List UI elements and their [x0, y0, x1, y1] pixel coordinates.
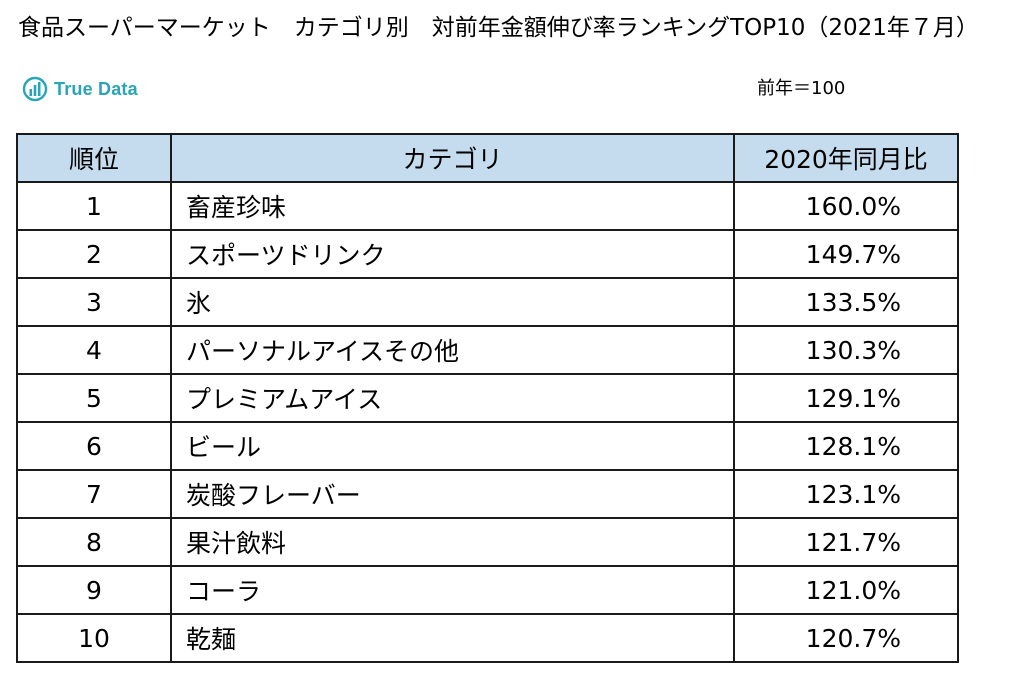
column-header-ratio: 2020年同月比 [733, 133, 959, 183]
true-data-logo: True Data [22, 76, 138, 102]
rank-cell: 6 [16, 421, 172, 471]
table-row: 5 プレミアムアイス 129.1% [16, 373, 959, 423]
ratio-cell: 120.7% [733, 613, 959, 663]
rank-cell: 3 [16, 277, 172, 327]
rank-cell: 9 [16, 565, 172, 615]
category-cell: コーラ [170, 565, 735, 615]
category-cell: 果汁飲料 [170, 517, 735, 567]
ratio-cell: 123.1% [733, 469, 959, 519]
category-cell: パーソナルアイスその他 [170, 325, 735, 375]
table-row: 8 果汁飲料 121.7% [16, 517, 959, 567]
ratio-cell: 133.5% [733, 277, 959, 327]
rank-cell: 1 [16, 181, 172, 231]
column-header-rank: 順位 [16, 133, 172, 183]
table-row: 1 畜産珍味 160.0% [16, 181, 959, 231]
category-cell: プレミアムアイス [170, 373, 735, 423]
category-cell: ビール [170, 421, 735, 471]
category-cell: 乾麺 [170, 613, 735, 663]
ratio-cell: 130.3% [733, 325, 959, 375]
ratio-cell: 121.7% [733, 517, 959, 567]
rank-cell: 10 [16, 613, 172, 663]
table-row: 6 ビール 128.1% [16, 421, 959, 471]
rank-cell: 4 [16, 325, 172, 375]
ratio-cell: 149.7% [733, 229, 959, 279]
bar-chart-circle-icon [22, 76, 48, 102]
ratio-cell: 121.0% [733, 565, 959, 615]
logo-text: True Data [54, 78, 138, 99]
category-cell: スポーツドリンク [170, 229, 735, 279]
table-header-row: 順位 カテゴリ 2020年同月比 [16, 133, 959, 183]
rank-cell: 5 [16, 373, 172, 423]
ratio-cell: 128.1% [733, 421, 959, 471]
category-cell: 炭酸フレーバー [170, 469, 735, 519]
table-row: 10 乾麺 120.7% [16, 613, 959, 663]
table-row: 4 パーソナルアイスその他 130.3% [16, 325, 959, 375]
category-cell: 氷 [170, 277, 735, 327]
table-row: 9 コーラ 121.0% [16, 565, 959, 615]
ranking-table: 順位 カテゴリ 2020年同月比 1 畜産珍味 160.0% 2 スポーツドリン… [16, 133, 959, 663]
page-title: 食品スーパーマーケット カテゴリ別 対前年金額伸び率ランキングTOP10（202… [18, 15, 979, 41]
rank-cell: 2 [16, 229, 172, 279]
table-row: 7 炭酸フレーバー 123.1% [16, 469, 959, 519]
rank-cell: 8 [16, 517, 172, 567]
ratio-cell: 129.1% [733, 373, 959, 423]
rank-cell: 7 [16, 469, 172, 519]
column-header-category: カテゴリ [170, 133, 735, 183]
base-note: 前年＝100 [757, 78, 846, 99]
table-row: 3 氷 133.5% [16, 277, 959, 327]
ratio-cell: 160.0% [733, 181, 959, 231]
category-cell: 畜産珍味 [170, 181, 735, 231]
table-row: 2 スポーツドリンク 149.7% [16, 229, 959, 279]
